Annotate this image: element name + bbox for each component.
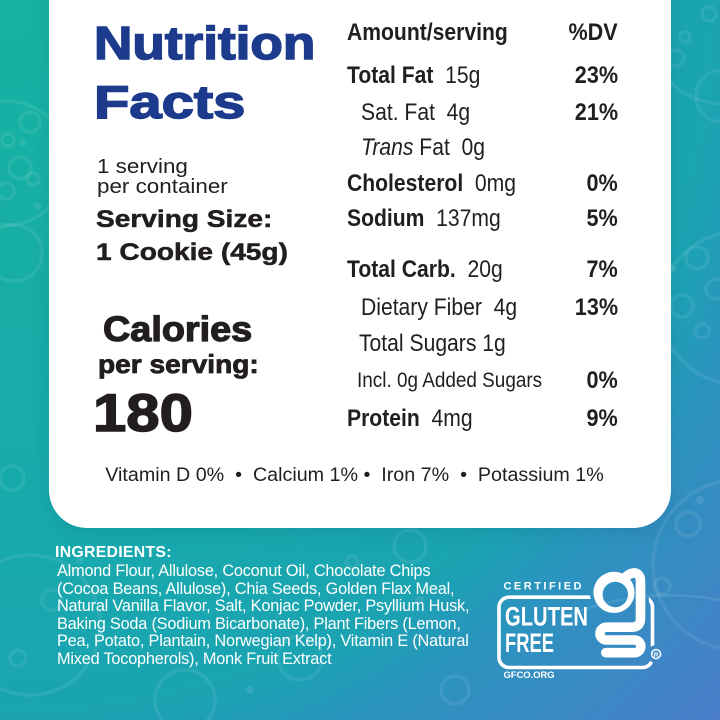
svg-text:FREE: FREE: [505, 628, 554, 658]
svg-text:CERTIFIED: CERTIFIED: [504, 580, 582, 592]
svg-text:R: R: [654, 652, 659, 659]
svg-text:GLUTEN: GLUTEN: [505, 601, 588, 631]
svg-text:GFCO.ORG: GFCO.ORG: [504, 670, 555, 681]
